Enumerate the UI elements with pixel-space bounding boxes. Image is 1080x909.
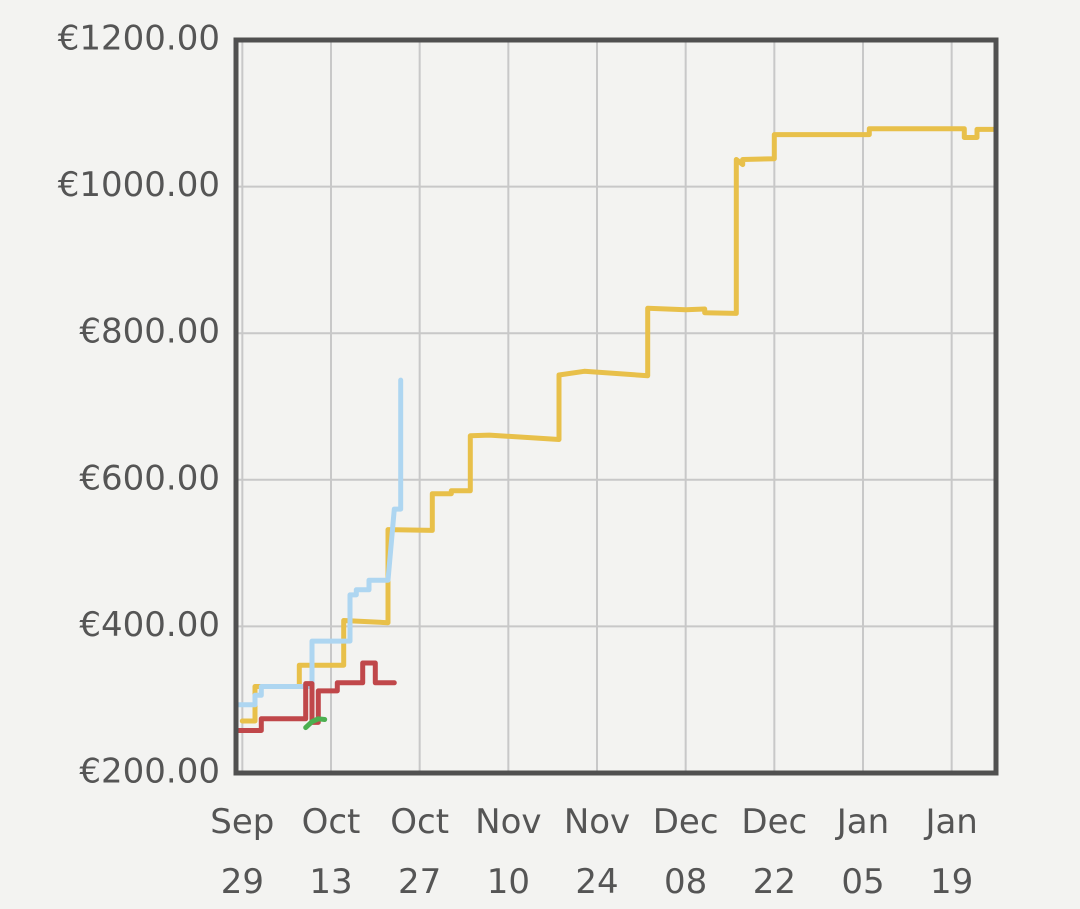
series-line bbox=[303, 716, 328, 731]
x-tick-label: Oct 13 bbox=[301, 802, 361, 902]
y-tick-label: €600.00 bbox=[79, 458, 220, 498]
plot-lines bbox=[236, 126, 996, 733]
x-tick-label: Dec 22 bbox=[741, 802, 808, 902]
x-tick-label: Oct 27 bbox=[390, 802, 450, 902]
x-tick-label: Sep 29 bbox=[210, 802, 275, 902]
series-line bbox=[236, 660, 397, 733]
series-line bbox=[236, 377, 404, 708]
plot-frame bbox=[233, 37, 999, 776]
x-tick-label: Jan 05 bbox=[836, 802, 890, 902]
x-tick-label: Nov 10 bbox=[475, 802, 542, 902]
y-tick-label: €1200.00 bbox=[58, 19, 220, 59]
y-tick-label: €1000.00 bbox=[58, 165, 220, 205]
y-tick-label: €200.00 bbox=[79, 752, 220, 792]
series-line bbox=[239, 126, 996, 724]
x-tick-label: Nov 24 bbox=[563, 802, 631, 902]
y-tick-label: €400.00 bbox=[79, 605, 220, 645]
x-tick-label: Jan 19 bbox=[925, 802, 978, 902]
y-tick-label: €800.00 bbox=[79, 312, 220, 352]
x-tick-label: Dec 08 bbox=[652, 802, 719, 902]
